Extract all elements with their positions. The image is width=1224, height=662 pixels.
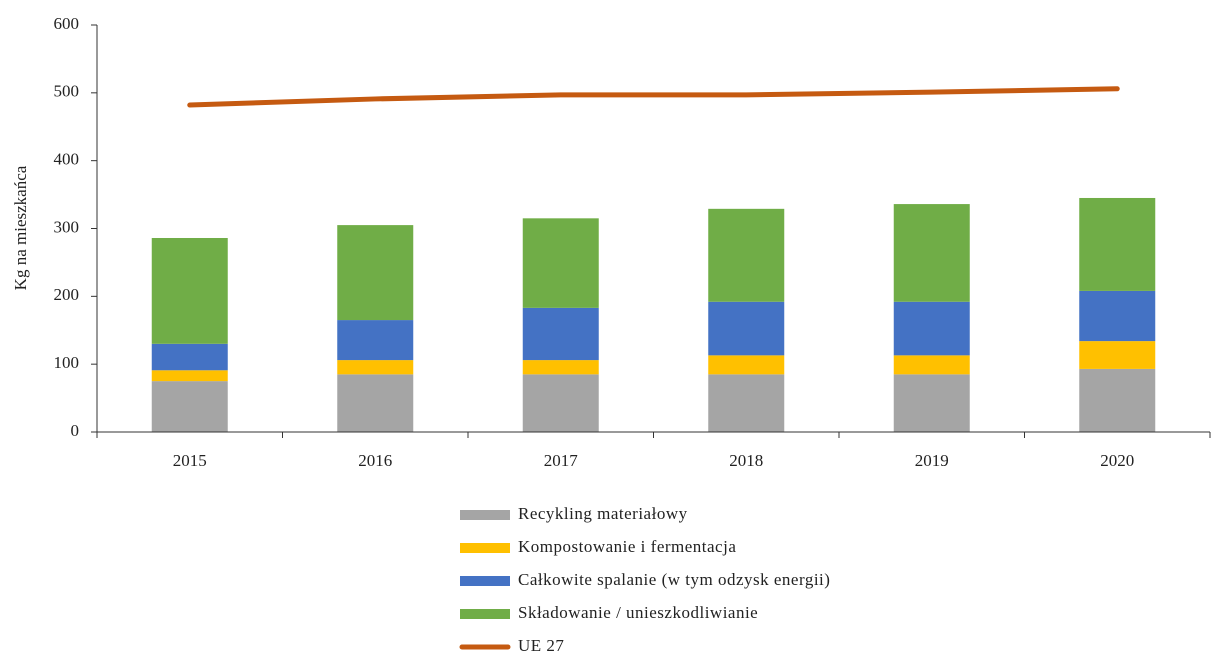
bar-segment <box>708 301 785 356</box>
bar-segment <box>1079 341 1156 369</box>
legend-label: Składowanie / unieszkodliwianie <box>518 603 758 622</box>
bar-segment <box>708 208 785 302</box>
legend-label: UE 27 <box>518 636 564 655</box>
y-tick-label: 0 <box>71 421 80 440</box>
bar-segment <box>151 381 228 432</box>
y-tick-label: 100 <box>54 353 80 372</box>
legend-swatch <box>460 510 510 520</box>
bar-segment <box>522 307 599 361</box>
x-tick-label: 2017 <box>544 451 579 470</box>
bar-segment <box>151 370 228 382</box>
y-tick-label: 600 <box>54 14 80 33</box>
bar-segment <box>151 343 228 371</box>
bar-segment <box>151 237 228 344</box>
bar-segment <box>337 360 414 375</box>
legend-swatch <box>460 609 510 619</box>
y-tick-label: 500 <box>54 82 80 101</box>
bar-segment <box>893 355 970 375</box>
legend-label: Kompostowanie i fermentacja <box>518 537 736 556</box>
bar-segment <box>893 301 970 356</box>
x-tick-label: 2020 <box>1100 451 1134 470</box>
bar-segment <box>893 374 970 432</box>
y-tick-label: 300 <box>54 217 80 236</box>
y-tick-label: 400 <box>54 150 80 169</box>
x-tick-label: 2019 <box>915 451 949 470</box>
bar-segment <box>522 374 599 432</box>
legend-swatch <box>460 576 510 586</box>
y-tick-label: 200 <box>54 285 80 304</box>
bar-segment <box>1079 197 1156 291</box>
bar-segment <box>1079 368 1156 432</box>
x-tick-label: 2018 <box>729 451 763 470</box>
legend-swatch <box>460 543 510 553</box>
bar-segment <box>708 374 785 432</box>
x-tick-label: 2016 <box>358 451 392 470</box>
legend-label: Całkowite spalanie (w tym odzysk energii… <box>518 570 830 589</box>
x-tick-label: 2015 <box>173 451 207 470</box>
bar-segment <box>337 320 414 361</box>
bar-segment <box>708 355 785 375</box>
bar-segment <box>522 218 599 308</box>
bar-segment <box>522 360 599 375</box>
bar-segment <box>337 374 414 432</box>
bar-segment <box>1079 290 1156 342</box>
line-series <box>187 86 1120 108</box>
bar-segment <box>893 204 970 302</box>
bar-segment <box>337 225 414 321</box>
legend-label: Recykling materiałowy <box>518 504 688 523</box>
y-axis-label: Kg na mieszkańca <box>11 165 30 290</box>
